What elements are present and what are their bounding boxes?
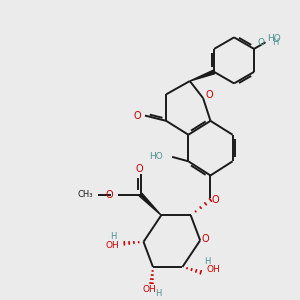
- Text: HO: HO: [148, 152, 162, 161]
- Text: OH: OH: [207, 266, 220, 274]
- Text: HO: HO: [267, 34, 281, 43]
- Text: O: O: [212, 195, 220, 205]
- Polygon shape: [139, 193, 161, 215]
- Text: O: O: [134, 111, 141, 121]
- Text: OH: OH: [106, 241, 119, 250]
- Polygon shape: [190, 70, 215, 81]
- Text: CH₃: CH₃: [78, 190, 93, 199]
- Text: H: H: [204, 257, 210, 266]
- Text: O: O: [106, 190, 113, 200]
- Text: H: H: [155, 289, 161, 298]
- Text: H: H: [111, 232, 117, 241]
- Text: O: O: [205, 90, 213, 100]
- Text: O: O: [258, 38, 265, 47]
- Text: O: O: [135, 164, 143, 174]
- Text: OH: OH: [142, 284, 156, 293]
- Text: O: O: [202, 234, 209, 244]
- Text: H: H: [272, 38, 278, 47]
